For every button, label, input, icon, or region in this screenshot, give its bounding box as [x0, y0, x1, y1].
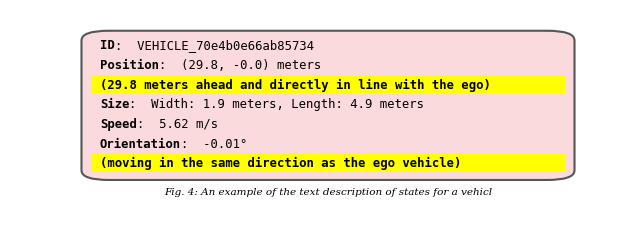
Text: Size: Size: [100, 98, 129, 111]
Text: Fig. 4: An example of the text description of states for a vehicl: Fig. 4: An example of the text descripti…: [164, 187, 492, 196]
Text: Orientation: Orientation: [100, 137, 181, 150]
FancyBboxPatch shape: [92, 154, 564, 172]
FancyBboxPatch shape: [81, 32, 575, 180]
Text: :  5.62 m/s: : 5.62 m/s: [137, 117, 218, 130]
Text: :  Width: 1.9 meters, Length: 4.9 meters: : Width: 1.9 meters, Length: 4.9 meters: [129, 98, 424, 111]
Text: Position: Position: [100, 59, 159, 72]
Text: :  VEHICLE_70e4b0e66ab85734: : VEHICLE_70e4b0e66ab85734: [115, 39, 314, 52]
Text: Speed: Speed: [100, 117, 137, 130]
Text: (29.8 meters ahead and directly in line with the ego): (29.8 meters ahead and directly in line …: [100, 78, 491, 91]
Text: :  -0.01°: : -0.01°: [181, 137, 247, 150]
Text: (moving in the same direction as the ego vehicle): (moving in the same direction as the ego…: [100, 157, 461, 170]
Text: ID: ID: [100, 39, 115, 52]
FancyBboxPatch shape: [92, 76, 564, 94]
Text: :  (29.8, -0.0) meters: : (29.8, -0.0) meters: [159, 59, 321, 72]
